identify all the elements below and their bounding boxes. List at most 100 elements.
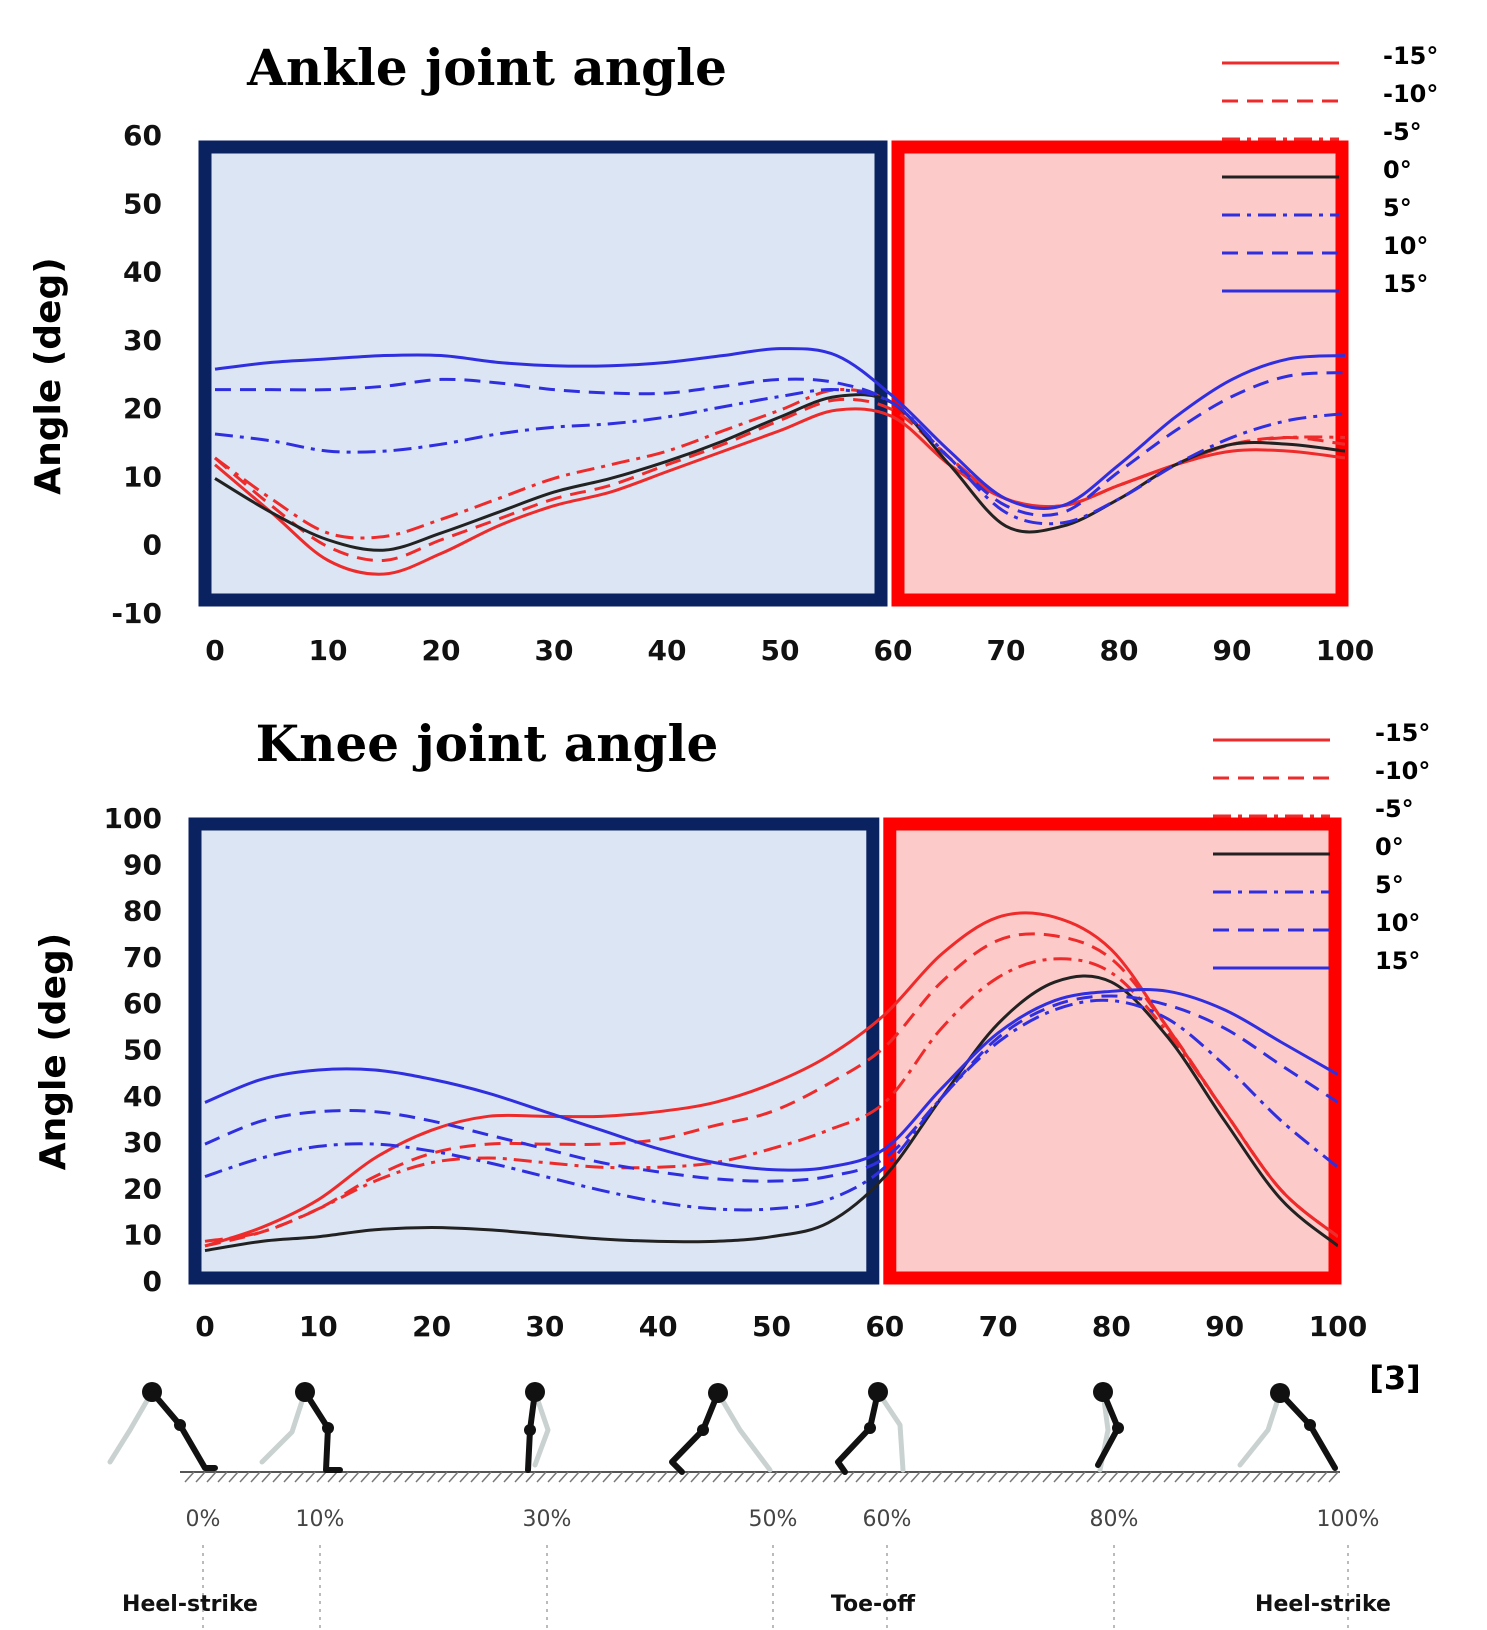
legend-label: -5° xyxy=(1383,118,1422,146)
hatch-stroke xyxy=(338,1471,349,1483)
hatch-stroke xyxy=(679,1471,690,1483)
series-line xyxy=(214,397,1345,562)
hatch-stroke xyxy=(965,1471,976,1483)
x-tick-label: 60 xyxy=(865,1310,904,1343)
ground-hatch xyxy=(184,1471,1339,1483)
gait-event: Heel-strike xyxy=(1255,1592,1391,1617)
y-tick-label: 30 xyxy=(123,324,162,357)
gait-percent: 80% xyxy=(1090,1507,1139,1532)
hatch-stroke xyxy=(646,1471,657,1483)
hatch-stroke xyxy=(668,1471,679,1483)
gait-percent: 10% xyxy=(296,1507,345,1532)
y-tick-label: 40 xyxy=(123,1080,162,1113)
hatch-stroke xyxy=(1284,1471,1295,1483)
gait-percent: 30% xyxy=(523,1507,572,1532)
chart: Knee joint angle Angle (deg) 0 10 20 30 40 50 60… xyxy=(33,714,1430,1343)
hatch-stroke xyxy=(360,1471,371,1483)
hatch-stroke xyxy=(547,1471,558,1483)
y-tick-label: 10 xyxy=(123,460,162,493)
y-tick-label: 50 xyxy=(123,187,162,220)
series-line xyxy=(214,371,1345,517)
hatch-stroke xyxy=(195,1471,206,1483)
hatch-stroke xyxy=(404,1471,415,1483)
legend-label: 0° xyxy=(1383,156,1412,184)
hatch-stroke xyxy=(228,1471,239,1483)
legend-label: 15° xyxy=(1375,947,1420,975)
x-tick-label: 50 xyxy=(752,1310,791,1343)
hatch-stroke xyxy=(250,1471,261,1483)
legend-label: -15° xyxy=(1375,719,1430,747)
hatch-stroke xyxy=(316,1471,327,1483)
hatch-stroke xyxy=(800,1471,811,1483)
chart-title: Ankle joint angle xyxy=(246,38,727,97)
hatch-stroke xyxy=(1141,1471,1152,1483)
hatch-stroke xyxy=(580,1471,591,1483)
x-tick-label: 10 xyxy=(299,1310,338,1343)
hatch-stroke xyxy=(1097,1471,1108,1483)
hatch-stroke xyxy=(1075,1471,1086,1483)
x-tick-label: 0 xyxy=(195,1310,214,1343)
y-tick-label: 0 xyxy=(143,529,162,562)
y-tick-label: 60 xyxy=(123,119,162,152)
hatch-stroke xyxy=(591,1471,602,1483)
hatch-stroke xyxy=(1229,1471,1240,1483)
y-tick-label: 70 xyxy=(123,941,162,974)
hatch-stroke xyxy=(305,1471,316,1483)
y-tick-label: 20 xyxy=(123,392,162,425)
hatch-stroke xyxy=(690,1471,701,1483)
hatch-stroke xyxy=(1251,1471,1262,1483)
hatch-stroke xyxy=(778,1471,789,1483)
hatch-stroke xyxy=(635,1471,646,1483)
legend-label: 5° xyxy=(1375,871,1404,899)
hatch-stroke xyxy=(822,1471,833,1483)
phase-region xyxy=(891,140,1349,607)
chart-title: Knee joint angle xyxy=(256,714,719,773)
hatch-stroke xyxy=(470,1471,481,1483)
hatch-stroke xyxy=(382,1471,393,1483)
hatch-stroke xyxy=(811,1471,822,1483)
series-line xyxy=(214,388,1345,526)
hatch-stroke xyxy=(767,1471,778,1483)
hatch-stroke xyxy=(701,1471,712,1483)
y-axis-label: Angle (deg) xyxy=(28,257,69,494)
y-tick-label: 30 xyxy=(123,1126,162,1159)
legend-label: -15° xyxy=(1383,42,1438,70)
series-line xyxy=(204,988,1338,1172)
hatch-stroke xyxy=(943,1471,954,1483)
hatch-stroke xyxy=(1130,1471,1141,1483)
hatch-stroke xyxy=(1295,1471,1306,1483)
hatch-stroke xyxy=(1196,1471,1207,1483)
phase-region xyxy=(188,817,880,1285)
x-tick-label: 80 xyxy=(1100,634,1139,667)
hatch-stroke xyxy=(1108,1471,1119,1483)
hatch-stroke xyxy=(437,1471,448,1483)
hatch-stroke xyxy=(1152,1471,1163,1483)
hatch-stroke xyxy=(1053,1471,1064,1483)
hatch-stroke xyxy=(261,1471,272,1483)
hatch-stroke xyxy=(481,1471,492,1483)
hatch-stroke xyxy=(1262,1471,1273,1483)
hatch-stroke xyxy=(1273,1471,1284,1483)
hatch-stroke xyxy=(1306,1471,1317,1483)
series-line xyxy=(204,998,1338,1212)
hatch-stroke xyxy=(877,1471,888,1483)
legend-label: -5° xyxy=(1375,795,1414,823)
hatch-stroke xyxy=(371,1471,382,1483)
y-tick-label: 40 xyxy=(123,256,162,289)
x-tick-label: 40 xyxy=(639,1310,678,1343)
hatch-stroke xyxy=(415,1471,426,1483)
hatch-stroke xyxy=(624,1471,635,1483)
stick-figures xyxy=(107,1382,1338,1475)
citation: [3] xyxy=(1369,1359,1421,1397)
hatch-stroke xyxy=(1064,1471,1075,1483)
hatch-stroke xyxy=(921,1471,932,1483)
x-tick-label: 60 xyxy=(874,634,913,667)
y-tick-label: 60 xyxy=(123,987,162,1020)
hatch-stroke xyxy=(294,1471,305,1483)
phase-region xyxy=(883,817,1342,1285)
hatch-stroke xyxy=(987,1471,998,1483)
hatch-stroke xyxy=(745,1471,756,1483)
series-line xyxy=(204,957,1338,1243)
gait-percent: 100% xyxy=(1317,1507,1380,1532)
